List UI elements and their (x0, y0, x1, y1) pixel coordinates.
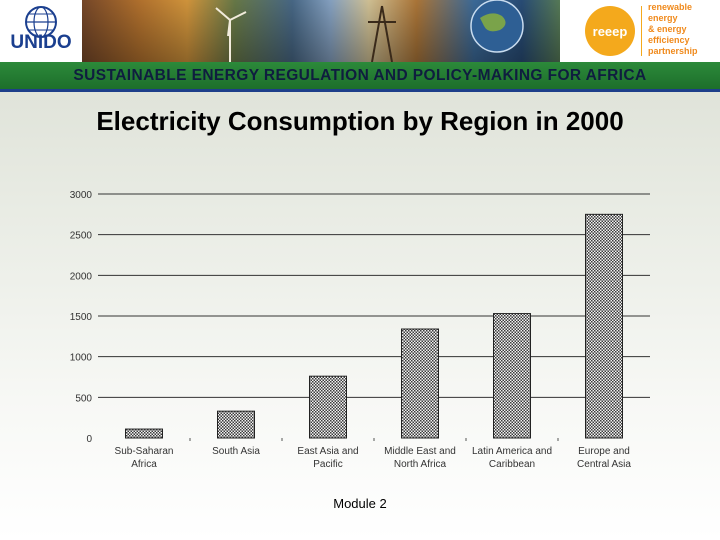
x-category-label: Caribbean (489, 459, 535, 470)
partner-name-line: renewable (648, 2, 693, 12)
bar (125, 428, 163, 439)
un-emblem-icon (25, 6, 57, 38)
partner-name-line: efficiency (648, 35, 690, 45)
y-tick-label: 3000 (70, 190, 93, 201)
y-tick-label: 0 (86, 434, 92, 445)
partner-name-line: partnership (648, 46, 698, 56)
x-category-label: East Asia and (297, 446, 358, 457)
unido-logo-text: UNIDO (10, 32, 71, 53)
y-tick-label: 500 (75, 393, 92, 404)
reeep-logo-text: reeep (592, 23, 628, 39)
x-category-label: Africa (131, 459, 157, 470)
x-category-label: Central Asia (577, 459, 631, 470)
x-category-label: North Africa (394, 459, 447, 470)
x-category-label: Sub-Saharan (115, 446, 174, 457)
x-category-label: Pacific (313, 459, 342, 470)
y-tick-label: 2000 (70, 271, 93, 282)
bar (585, 213, 623, 439)
header-banner: UNIDO (0, 0, 720, 62)
y-tick-label: 2500 (70, 231, 93, 242)
unido-logo: UNIDO (0, 0, 82, 62)
partner-name-line: & energy (648, 24, 687, 34)
y-tick-label: 1000 (70, 353, 93, 364)
x-category-label: Middle East and (384, 446, 456, 457)
bar (309, 375, 347, 439)
x-category-label: South Asia (212, 446, 260, 457)
x-category-label: Europe and (578, 446, 630, 457)
header-photo-collage (82, 0, 560, 62)
bar (493, 313, 531, 439)
bar (401, 328, 439, 439)
power-tower-icon (368, 5, 396, 62)
slide-footer: Module 2 (333, 496, 387, 511)
reeep-partner-name: renewable energy & energy efficiency par… (648, 2, 720, 57)
wind-turbine-icon (215, 7, 247, 62)
y-tick-label: 1500 (70, 312, 93, 323)
x-category-label: Latin America and (472, 446, 552, 457)
banner-title-bar: SUSTAINABLE ENERGY REGULATION AND POLICY… (0, 62, 720, 92)
slide-title: Electricity Consumption by Region in 200… (96, 106, 624, 136)
partner-name-line: energy (648, 13, 678, 23)
globe-icon (470, 0, 524, 53)
reeep-logo: reeep (585, 6, 635, 56)
banner-title: SUSTAINABLE ENERGY REGULATION AND POLICY… (73, 66, 647, 84)
bar (217, 410, 255, 439)
reeep-divider (641, 6, 642, 56)
